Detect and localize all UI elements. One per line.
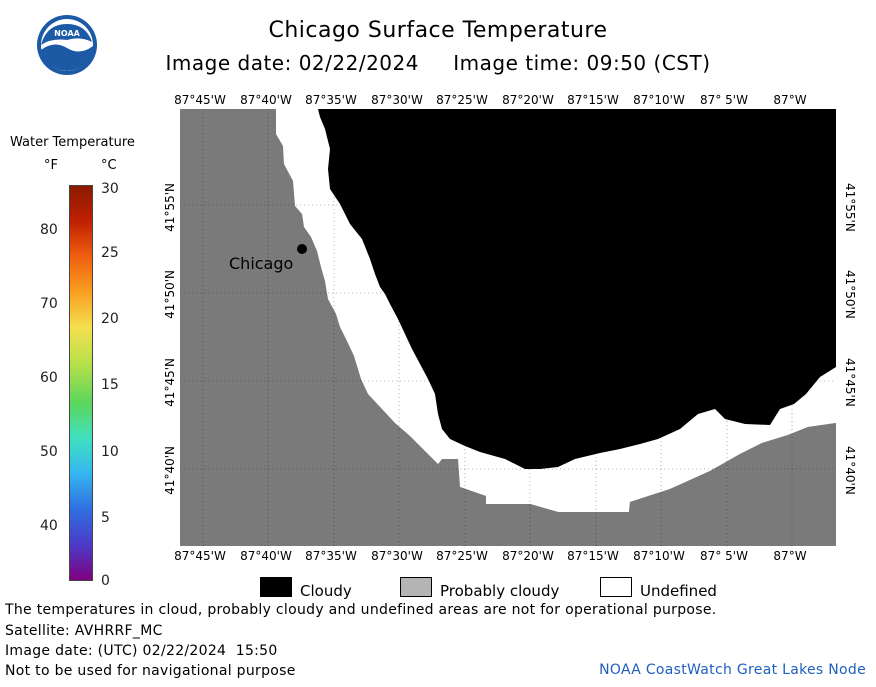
f-tick: 60 <box>40 370 58 386</box>
lat-label-right: 41°50'N <box>843 270 857 319</box>
lat-label-left: 41°50'N <box>163 270 177 319</box>
c-tick: 10 <box>101 444 119 460</box>
legend-swatch-undefined <box>600 577 632 597</box>
lon-label-top: 87°10'W <box>633 93 685 107</box>
c-tick: 5 <box>101 510 110 526</box>
lon-label-bottom: 87°25'W <box>436 549 488 563</box>
legend-swatch-probably-cloudy <box>400 577 432 597</box>
page-title: Chicago Surface Temperature <box>268 18 608 43</box>
c-tick: 15 <box>101 377 119 393</box>
lon-label-top: 87°15'W <box>567 93 619 107</box>
lat-lon-grid <box>180 109 836 546</box>
lon-label-bottom: 87°20'W <box>502 549 554 563</box>
c-tick: 0 <box>101 573 110 589</box>
chicago-label: Chicago <box>229 254 293 273</box>
utc-image-date: Image date: (UTC) 02/22/2024 15:50 <box>5 643 278 659</box>
legend-label-cloudy: Cloudy <box>300 582 352 600</box>
scale-title: Water Temperature <box>10 135 135 150</box>
lat-label-left: 41°45'N <box>163 358 177 407</box>
lon-label-bottom: 87°15'W <box>567 549 619 563</box>
chicago-marker <box>297 244 307 254</box>
f-tick: 50 <box>40 444 58 460</box>
unit-fahrenheit: °F <box>44 158 58 173</box>
lat-label-left: 41°55'N <box>163 183 177 232</box>
lon-label-bottom: 87°10'W <box>633 549 685 563</box>
lon-label-bottom: 87°35'W <box>305 549 357 563</box>
legend-label-probably-cloudy: Probably cloudy <box>440 582 560 600</box>
c-tick: 30 <box>101 181 119 197</box>
f-tick: 70 <box>40 296 58 312</box>
satellite-info: Satellite: AVHRRF_MC <box>5 623 163 639</box>
lon-label-top: 87°35'W <box>305 93 357 107</box>
lon-label-bottom: 87°W <box>773 549 807 563</box>
navigation-warning: Not to be used for navigational purpose <box>5 663 296 679</box>
f-tick: 40 <box>40 518 58 534</box>
c-tick: 20 <box>101 311 119 327</box>
lat-label-right: 41°55'N <box>843 183 857 232</box>
disclaimer-note: The temperatures in cloud, probably clou… <box>5 602 717 618</box>
lon-label-top: 87° 5'W <box>700 93 748 107</box>
lon-label-top: 87°40'W <box>240 93 292 107</box>
legend-swatch-cloudy <box>260 577 292 597</box>
lat-label-left: 41°40'N <box>163 446 177 495</box>
lon-label-top: 87°20'W <box>502 93 554 107</box>
lon-label-bottom: 87°40'W <box>240 549 292 563</box>
temperature-colorbar <box>69 185 93 581</box>
lon-label-bottom: 87° 5'W <box>700 549 748 563</box>
lon-label-bottom: 87°45'W <box>174 549 226 563</box>
credit-text: NOAA CoastWatch Great Lakes Node <box>599 662 866 678</box>
lat-label-right: 41°45'N <box>843 358 857 407</box>
lon-label-top: 87°W <box>773 93 807 107</box>
lon-label-top: 87°30'W <box>371 93 423 107</box>
legend-label-undefined: Undefined <box>640 582 717 600</box>
unit-celsius: °C <box>101 158 117 173</box>
lon-label-top: 87°45'W <box>174 93 226 107</box>
land-area <box>180 109 836 546</box>
lon-label-bottom: 87°30'W <box>371 549 423 563</box>
lat-label-right: 41°40'N <box>843 446 857 495</box>
surface-temperature-map: Chicago <box>180 109 836 546</box>
c-tick: 25 <box>101 245 119 261</box>
image-datetime: Image date: 02/22/2024 Image time: 09:50… <box>165 51 711 75</box>
noaa-logo: NOAA <box>37 15 97 75</box>
f-tick: 80 <box>40 222 58 238</box>
logo-text: NOAA <box>54 29 80 38</box>
lon-label-top: 87°25'W <box>436 93 488 107</box>
cloudy-area <box>318 109 836 469</box>
